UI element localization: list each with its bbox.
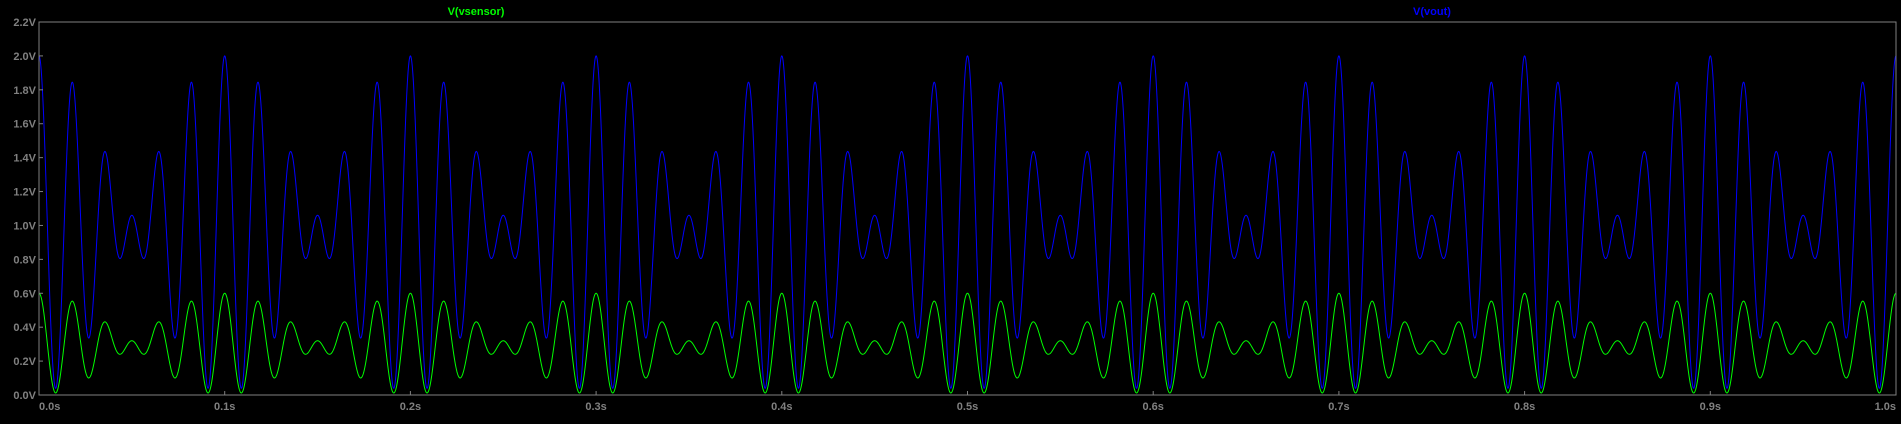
x-tick-label: 0.5s (957, 401, 978, 413)
legend: V(vsensor) V(vout) (448, 6, 1452, 18)
x-tick-label: 0.8s (1514, 401, 1535, 413)
y-tick-label: 2.0V (13, 51, 36, 63)
x-tick-label: 0.9s (1700, 401, 1721, 413)
series-line-vsensor[interactable] (38, 292, 1897, 394)
y-tick-label: 1.8V (13, 85, 36, 97)
x-tick-label: 0.7s (1328, 401, 1349, 413)
legend-label-vsensor[interactable]: V(vsensor) (448, 6, 505, 18)
series-line-vout[interactable] (38, 55, 1897, 389)
x-tick-label: 0.6s (1142, 401, 1163, 413)
x-tick-label: 0.4s (771, 401, 792, 413)
y-tick-label: 0.6V (13, 288, 36, 300)
x-tick-label: 0.0s (39, 401, 60, 413)
y-tick-label: 0.8V (13, 254, 36, 266)
y-tick-label: 1.6V (13, 119, 36, 131)
x-tick-label: 0.1s (214, 401, 235, 413)
y-axis: 0.0V 0.2V 0.4V 0.6V 0.8V 1.0V 1.2V 1.4V 1.6V 1.8V… (13, 17, 43, 402)
x-tick-label: 0.2s (400, 401, 421, 413)
x-tick-label: 0.3s (585, 401, 606, 413)
y-tick-label: 0.4V (13, 322, 36, 334)
y-tick-label: 0.0V (13, 390, 36, 402)
x-axis: 0.0s 0.1s 0.2s 0.3s 0.4s 0.5s 0.6s 0.7s 0.8s 0.9s… (38, 391, 1897, 413)
y-tick-label: 0.2V (13, 356, 36, 368)
legend-label-vout[interactable]: V(vout) (1413, 6, 1451, 18)
x-tick-label: 1.0s (1875, 401, 1896, 413)
y-tick-label: 1.2V (13, 187, 36, 199)
y-tick-label: 1.0V (13, 220, 36, 232)
y-tick-label: 1.4V (13, 153, 36, 165)
y-tick-label: 2.2V (13, 17, 36, 29)
